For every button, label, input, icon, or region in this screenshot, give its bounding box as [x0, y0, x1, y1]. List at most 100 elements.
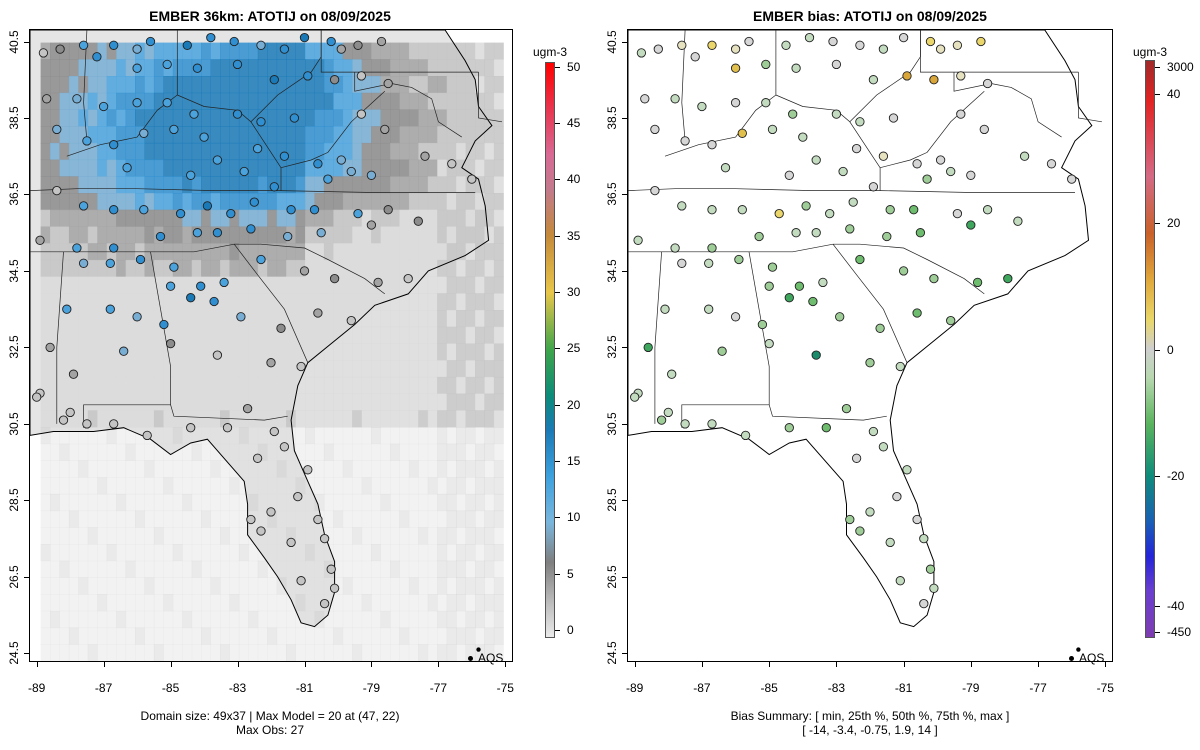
aqs-site-marker[interactable]: [467, 174, 477, 184]
aqs-site-marker[interactable]: [366, 220, 377, 230]
aqs-site-marker[interactable]: [239, 166, 249, 177]
aqs-site-marker[interactable]: [232, 109, 243, 119]
bias-site-marker[interactable]: [707, 243, 717, 253]
bias-site-marker[interactable]: [925, 564, 936, 574]
bias-site-marker[interactable]: [667, 369, 677, 379]
aqs-site-marker[interactable]: [132, 312, 142, 322]
aqs-site-marker[interactable]: [447, 159, 457, 169]
bias-site-marker[interactable]: [888, 113, 899, 123]
bias-site-marker[interactable]: [929, 273, 939, 284]
bias-site-marker[interactable]: [720, 163, 731, 173]
bias-site-marker[interactable]: [811, 155, 821, 165]
bias-site-marker[interactable]: [660, 304, 670, 314]
aqs-site-marker[interactable]: [303, 71, 313, 81]
bias-site-marker[interactable]: [730, 63, 741, 73]
bias-site-marker[interactable]: [697, 101, 707, 112]
aqs-site-marker[interactable]: [105, 258, 115, 268]
aqs-site-marker[interactable]: [186, 293, 196, 303]
bias-site-marker[interactable]: [707, 40, 717, 50]
aqs-site-marker[interactable]: [82, 419, 92, 429]
bias-site-marker[interactable]: [895, 576, 905, 586]
aqs-site-marker[interactable]: [155, 231, 166, 242]
aqs-site-marker[interactable]: [276, 323, 286, 333]
bias-site-marker[interactable]: [922, 174, 932, 184]
bias-site-marker[interactable]: [868, 75, 879, 85]
bias-site-marker[interactable]: [707, 419, 717, 429]
bias-site-marker[interactable]: [680, 419, 690, 429]
aqs-site-marker[interactable]: [132, 98, 142, 108]
aqs-site-marker[interactable]: [252, 143, 263, 154]
bias-site-marker[interactable]: [630, 392, 640, 402]
bias-site-marker[interactable]: [764, 338, 774, 349]
bias-site-marker[interactable]: [851, 453, 862, 463]
bias-site-marker[interactable]: [838, 166, 848, 177]
bias-site-marker[interactable]: [952, 208, 963, 219]
aqs-site-marker[interactable]: [169, 124, 179, 135]
bias-site-marker[interactable]: [757, 319, 768, 330]
bias-site-marker[interactable]: [811, 350, 821, 360]
aqs-site-marker[interactable]: [313, 308, 323, 318]
aqs-site-marker[interactable]: [212, 350, 223, 360]
aqs-site-marker[interactable]: [283, 231, 293, 242]
bias-site-marker[interactable]: [784, 423, 794, 433]
aqs-site-marker[interactable]: [319, 533, 330, 544]
bias-site-marker[interactable]: [717, 346, 727, 356]
aqs-site-marker[interactable]: [52, 185, 62, 196]
bias-site-marker[interactable]: [946, 166, 956, 177]
aqs-site-marker[interactable]: [132, 44, 142, 54]
aqs-site-marker[interactable]: [326, 36, 336, 47]
aqs-site-marker[interactable]: [303, 465, 313, 475]
aqs-site-marker[interactable]: [296, 361, 306, 372]
aqs-site-marker[interactable]: [222, 423, 233, 433]
aqs-site-marker[interactable]: [383, 78, 393, 89]
aqs-site-marker[interactable]: [202, 201, 213, 211]
bias-site-marker[interactable]: [929, 75, 939, 85]
bias-site-marker[interactable]: [643, 342, 653, 353]
bias-site-marker[interactable]: [878, 151, 889, 161]
bias-site-marker[interactable]: [730, 312, 741, 322]
bias-site-marker[interactable]: [801, 201, 811, 211]
aqs-site-marker[interactable]: [192, 63, 203, 73]
bias-site-marker[interactable]: [912, 159, 922, 169]
aqs-site-marker[interactable]: [109, 419, 119, 429]
aqs-site-marker[interactable]: [329, 75, 340, 85]
bias-site-marker[interactable]: [982, 78, 993, 89]
bias-site-marker[interactable]: [882, 231, 892, 242]
bias-site-marker[interactable]: [1067, 174, 1077, 184]
bias-site-marker[interactable]: [798, 132, 808, 142]
bias-site-marker[interactable]: [885, 205, 895, 215]
aqs-site-marker[interactable]: [299, 32, 310, 43]
aqs-site-marker[interactable]: [356, 109, 367, 119]
bias-site-marker[interactable]: [865, 507, 875, 517]
aqs-site-marker[interactable]: [286, 205, 296, 215]
bias-site-marker[interactable]: [670, 94, 680, 104]
bias-site-marker[interactable]: [885, 537, 895, 548]
bias-site-marker[interactable]: [946, 315, 956, 326]
bias-site-marker[interactable]: [663, 407, 673, 418]
bias-site-marker[interactable]: [1046, 159, 1057, 169]
bias-site-marker[interactable]: [912, 514, 922, 525]
bias-site-marker[interactable]: [956, 71, 966, 81]
bias-site-marker[interactable]: [650, 124, 660, 135]
bias-site-marker[interactable]: [767, 124, 778, 135]
bias-site-marker[interactable]: [898, 266, 909, 276]
bias-site-marker[interactable]: [1019, 151, 1030, 161]
aqs-site-marker[interactable]: [135, 254, 146, 265]
aqs-site-marker[interactable]: [109, 243, 119, 253]
aqs-site-marker[interactable]: [226, 208, 236, 219]
aqs-site-marker[interactable]: [232, 59, 243, 70]
bias-site-marker[interactable]: [730, 44, 741, 54]
aqs-site-marker[interactable]: [229, 36, 239, 47]
aqs-site-marker[interactable]: [313, 159, 323, 169]
aqs-site-marker[interactable]: [329, 583, 340, 593]
aqs-site-marker[interactable]: [162, 98, 172, 108]
aqs-site-marker[interactable]: [165, 338, 176, 349]
aqs-site-marker[interactable]: [279, 442, 290, 452]
bias-site-marker[interactable]: [761, 59, 771, 70]
aqs-site-marker[interactable]: [186, 423, 196, 433]
aqs-site-marker[interactable]: [256, 40, 266, 50]
aqs-site-marker[interactable]: [309, 205, 320, 215]
aqs-site-marker[interactable]: [242, 403, 253, 414]
bias-site-marker[interactable]: [972, 277, 983, 288]
aqs-site-marker[interactable]: [92, 52, 102, 62]
